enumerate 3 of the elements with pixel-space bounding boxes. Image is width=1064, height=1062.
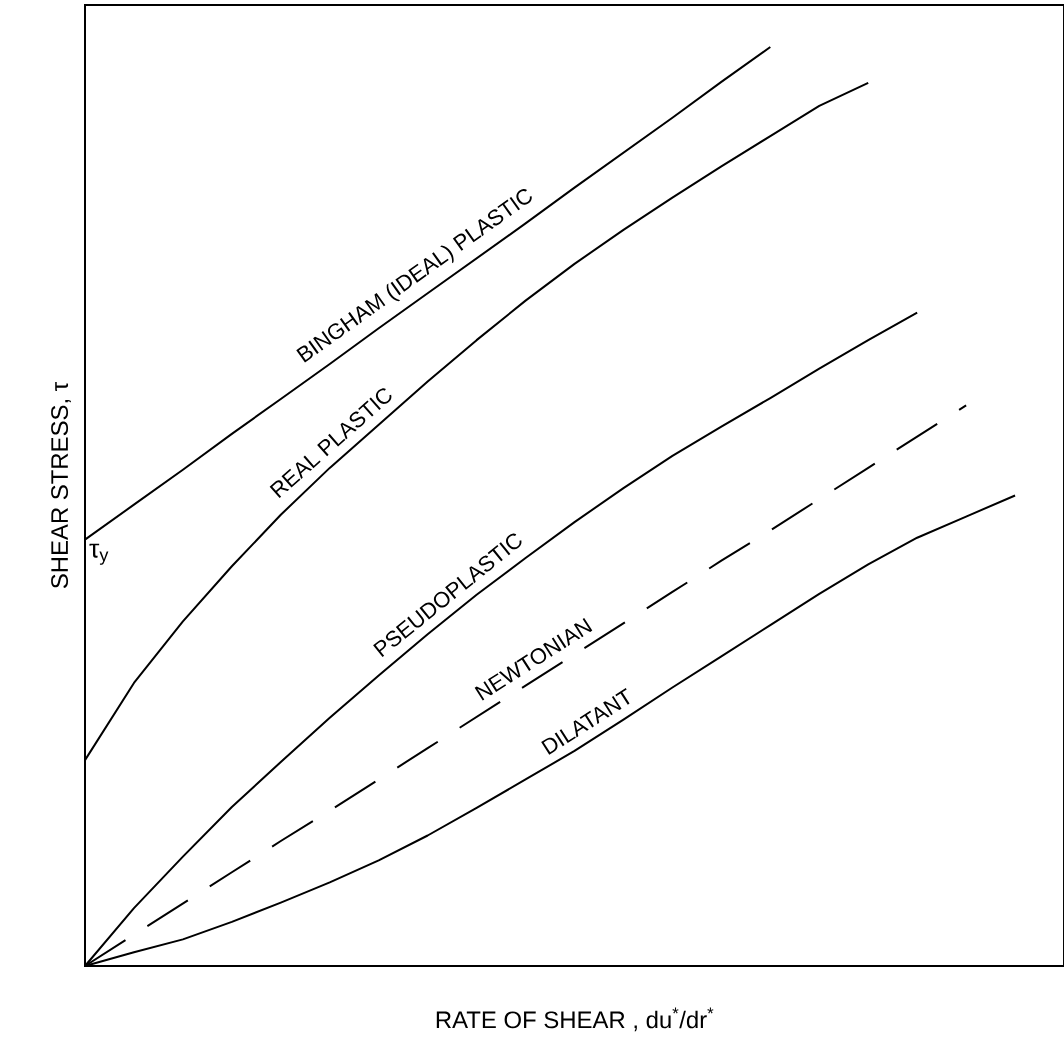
- x-axis-title: RATE OF SHEAR , du$^{*}$/dr$^{*}$: [436, 1007, 714, 1032]
- annotation: τ$_{y}$: [89, 543, 109, 565]
- y-axis-title: SHEAR STRESS, τ: [51, 381, 71, 589]
